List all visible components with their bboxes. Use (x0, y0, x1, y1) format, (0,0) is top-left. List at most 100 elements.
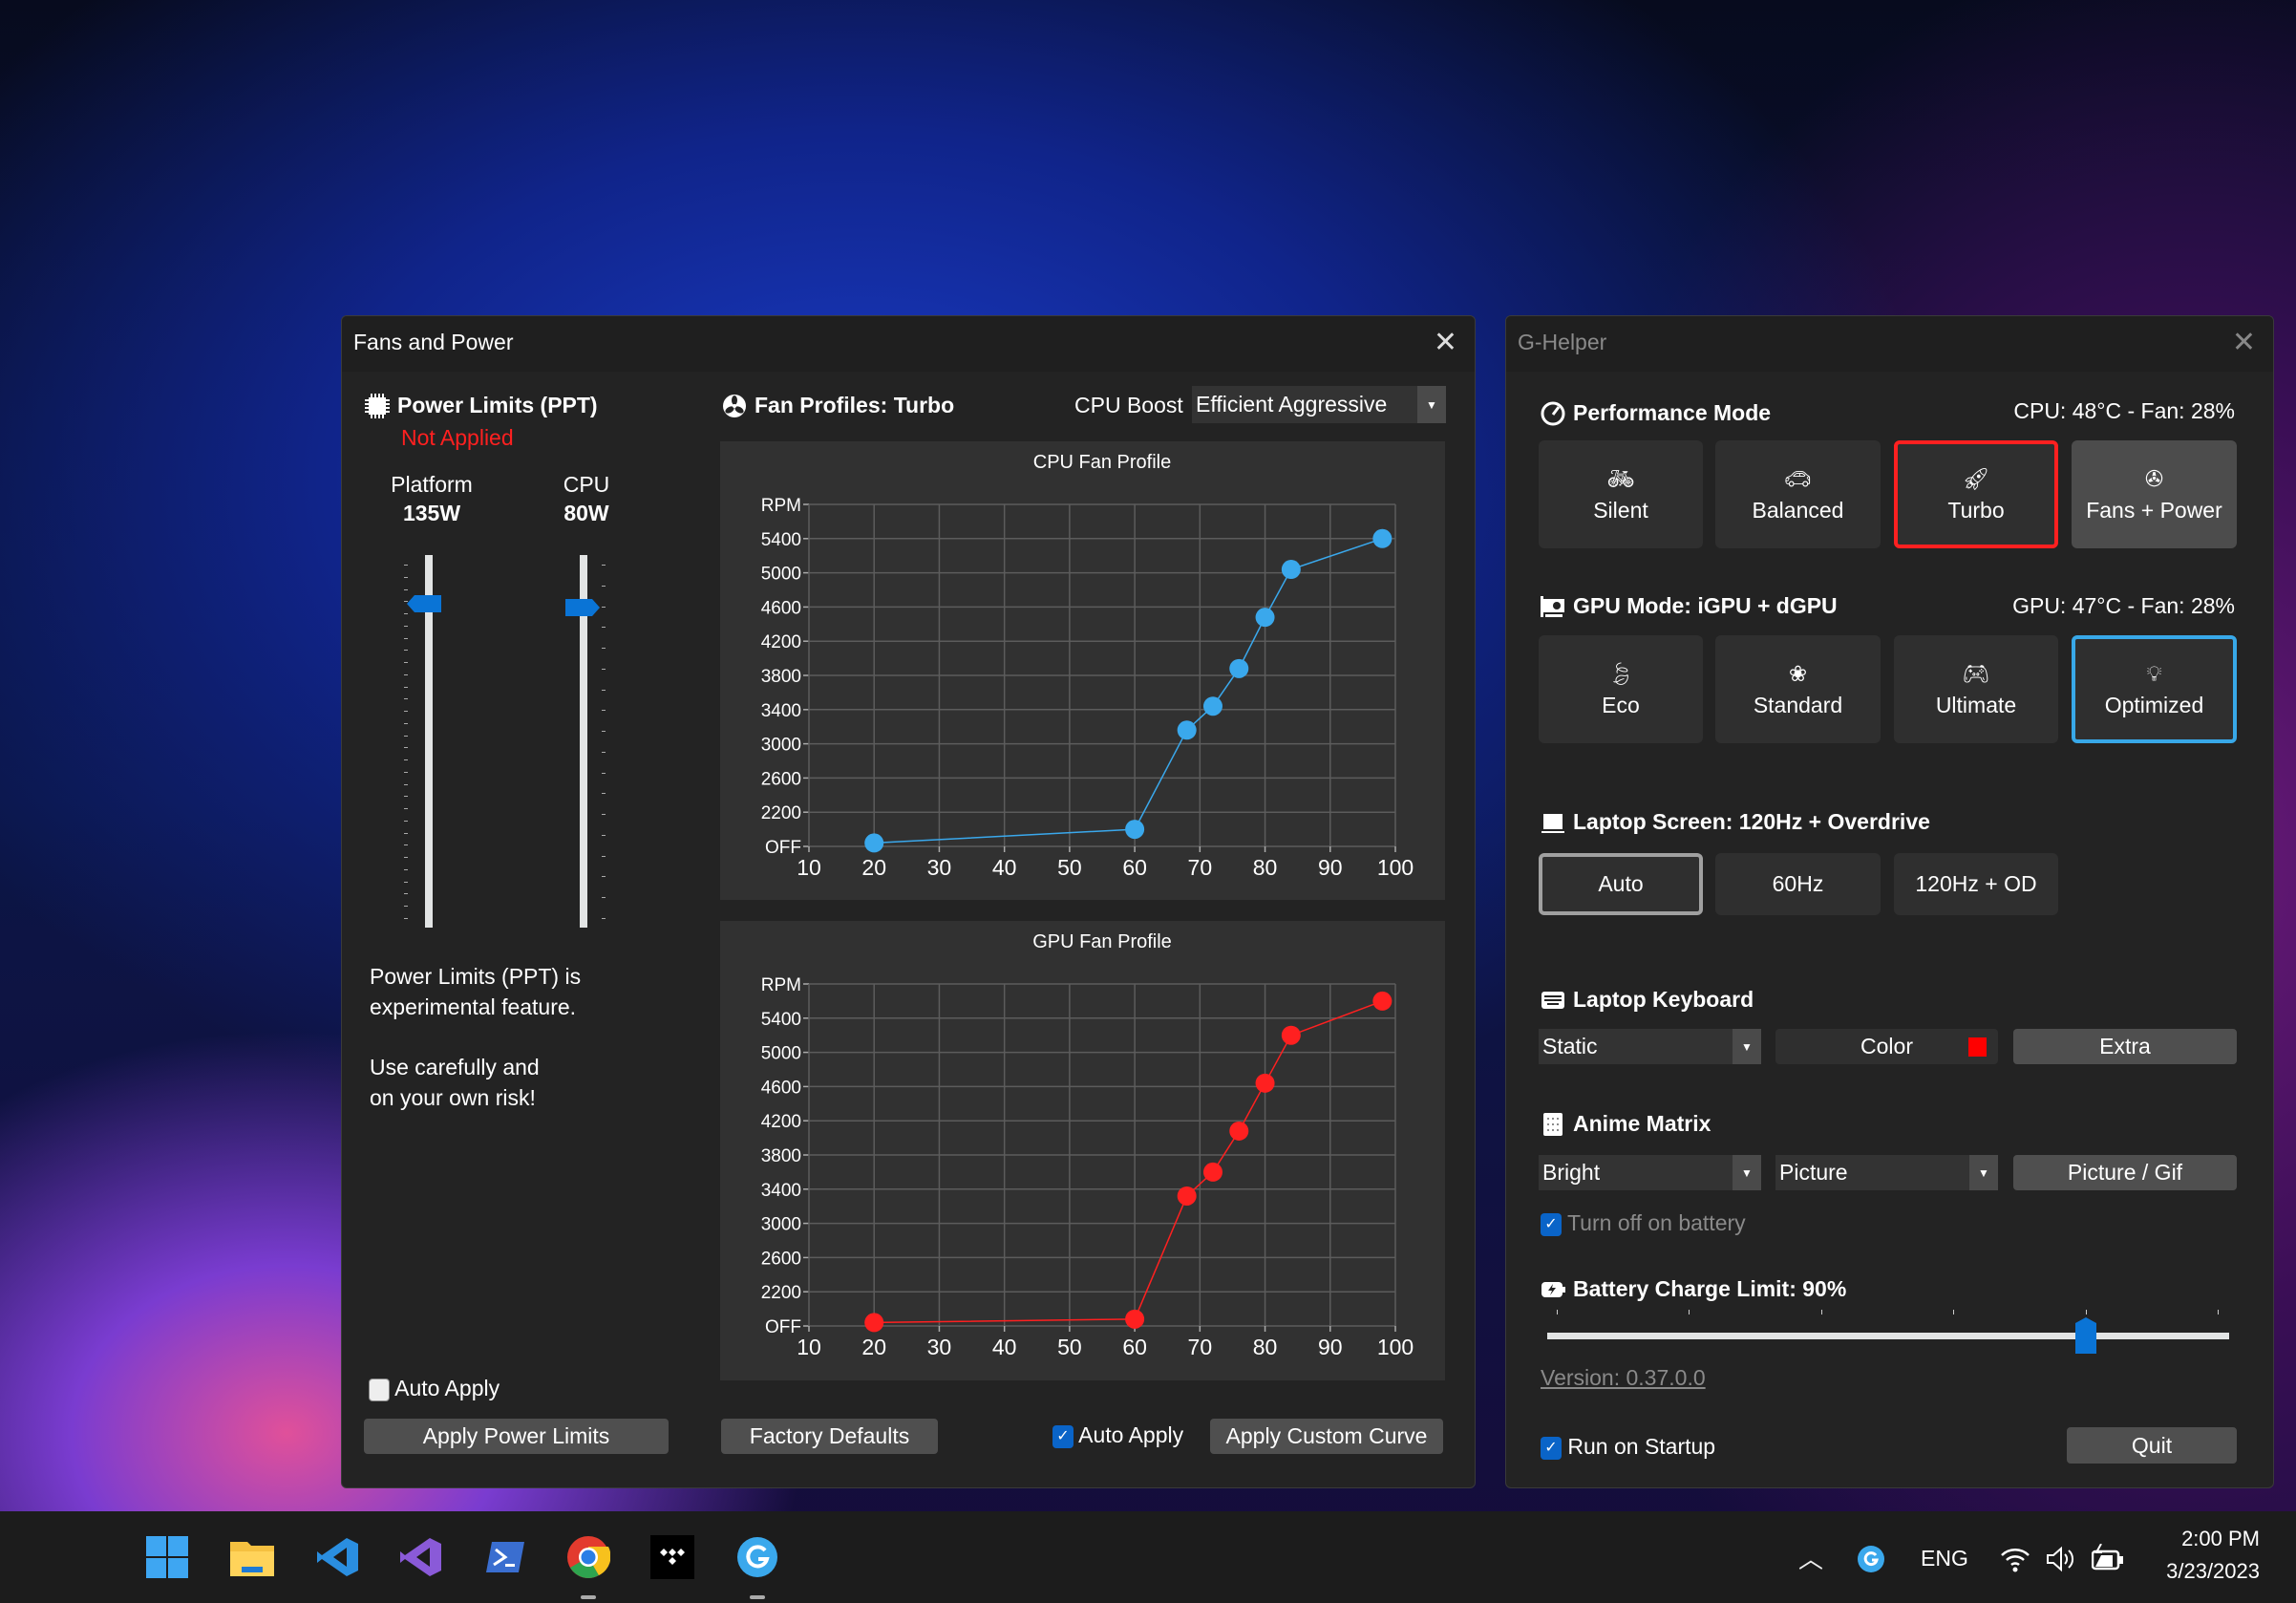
screen-120hz-od-button[interactable]: 120Hz + OD (1894, 853, 2058, 915)
terminal-icon[interactable] (482, 1534, 528, 1580)
slider-tick (404, 637, 408, 639)
slider-thumb[interactable] (407, 594, 449, 613)
battery-charge-slider[interactable] (1547, 1310, 2229, 1377)
vscode-icon[interactable] (314, 1534, 360, 1580)
keyboard-mode-dropdown[interactable]: Static ▼ (1539, 1029, 1761, 1064)
gpu-standard-button[interactable]: ❀ Standard (1715, 635, 1881, 743)
chevron-down-icon[interactable]: ▼ (1733, 1029, 1761, 1064)
quit-button[interactable]: Quit (2067, 1427, 2237, 1464)
data-point[interactable] (1229, 1121, 1249, 1141)
slider-tick (404, 857, 408, 859)
slider-track[interactable] (1547, 1333, 2229, 1339)
slider-thumb[interactable] (2075, 1317, 2097, 1356)
keyboard-icon (1541, 988, 1565, 1013)
visual-studio-icon[interactable] (397, 1534, 443, 1580)
x-tick-label: 60 (1122, 855, 1147, 880)
keyboard-color-button[interactable]: Color (1775, 1029, 1998, 1064)
windows-start-icon[interactable] (144, 1534, 190, 1580)
close-icon[interactable]: ✕ (1433, 327, 1457, 358)
chevron-down-icon[interactable]: ▼ (1733, 1155, 1761, 1190)
x-tick-label: 60 (1122, 1335, 1147, 1359)
ppt-note-line-2: experimental feature. (370, 994, 577, 1019)
slider-tick (602, 855, 606, 857)
gpu-optimized-button[interactable]: 💡︎ Optimized (2072, 635, 2237, 743)
data-point[interactable] (864, 833, 884, 853)
data-point[interactable] (1177, 1186, 1197, 1206)
gpu-fan-chart-svg[interactable]: GPU Fan Profile OFF 2200 2600 3000 3400 3800 42… (720, 921, 1445, 1380)
y-tick-label: RPM (761, 975, 801, 995)
gpu-fan-chart[interactable]: GPU Fan Profile OFF 2200 2600 3000 3400 3800 42… (720, 921, 1445, 1380)
volume-icon[interactable] (2046, 1546, 2076, 1577)
run-on-startup-checkbox[interactable]: ✓ Run on Startup (1541, 1434, 1715, 1460)
slider-track[interactable] (580, 555, 587, 928)
ghelper-tray-icon[interactable] (1858, 1546, 1884, 1577)
color-label: Color (1860, 1034, 1913, 1058)
power-auto-apply-checkbox[interactable]: Auto Apply (369, 1376, 500, 1401)
language-indicator[interactable]: ENG (1921, 1546, 1968, 1571)
screen-60hz-button[interactable]: 60Hz (1715, 853, 1881, 915)
apply-custom-curve-button[interactable]: Apply Custom Curve (1210, 1419, 1443, 1454)
data-point[interactable] (1372, 991, 1392, 1011)
tidal-icon[interactable] (649, 1534, 695, 1580)
cpu-power-slider[interactable] (554, 555, 621, 928)
clock-date[interactable]: 3/23/2023 (2166, 1559, 2260, 1583)
anime-brightness-dropdown[interactable]: Bright ▼ (1539, 1155, 1761, 1190)
chevron-down-icon[interactable]: ▼ (1417, 386, 1446, 423)
data-point[interactable] (1255, 1073, 1275, 1093)
data-point[interactable] (1202, 1162, 1222, 1182)
cpu-fan-chart[interactable]: CPU Fan Profile OFF 2200 2600 3000 3400 3800 42… (720, 441, 1445, 900)
mode-balanced-button[interactable]: 🚗︎ Balanced (1715, 440, 1881, 548)
checkmark-icon[interactable]: ✓ (1052, 1424, 1074, 1448)
slider-tick (404, 808, 408, 810)
ghelper-icon[interactable] (734, 1534, 780, 1580)
picture-gif-button[interactable]: Picture / Gif (2013, 1155, 2237, 1190)
gpu-ultimate-button[interactable]: 🎮︎ Ultimate (1894, 635, 2058, 743)
gpu-eco-button[interactable]: 🍃︎ Eco (1539, 635, 1703, 743)
y-tick-label: 2200 (761, 803, 801, 823)
mode-silent-button[interactable]: 🚲︎ Silent (1539, 440, 1703, 548)
turn-off-on-battery-checkbox[interactable]: ✓ Turn off on battery (1541, 1210, 1746, 1236)
chrome-icon[interactable] (565, 1534, 611, 1580)
slider-thumb[interactable] (565, 598, 607, 617)
data-point[interactable] (1202, 696, 1222, 716)
mode-label: Ultimate (1935, 692, 2017, 717)
data-point[interactable] (864, 1313, 884, 1333)
battery-charge-heading: Battery Charge Limit: 90% (1541, 1276, 1846, 1302)
apply-power-limits-button[interactable]: Apply Power Limits (364, 1419, 669, 1454)
keyboard-extra-button[interactable]: Extra (2013, 1029, 2237, 1064)
clock-time[interactable]: 2:00 PM (2181, 1527, 2260, 1550)
fan-auto-apply-checkbox[interactable]: ✓ Auto Apply (1052, 1422, 1183, 1448)
data-point[interactable] (1125, 820, 1145, 840)
chevron-down-icon[interactable]: ▼ (1969, 1155, 1998, 1190)
data-point[interactable] (1125, 1309, 1145, 1329)
data-point[interactable] (1255, 608, 1275, 628)
close-icon[interactable]: ✕ (2231, 327, 2256, 358)
anime-mode-dropdown[interactable]: Picture ▼ (1775, 1155, 1998, 1190)
data-point[interactable] (1177, 720, 1197, 740)
bicycle-icon: 🚲︎ (1606, 465, 1635, 491)
gamepad-icon: 🎮︎ (1962, 660, 1990, 686)
version-link[interactable]: Version: 0.37.0.0 (1541, 1365, 1706, 1390)
data-point[interactable] (1281, 560, 1301, 580)
checkbox-unchecked-icon[interactable] (369, 1378, 390, 1401)
laptop-keyboard-title: Laptop Keyboard (1573, 987, 1754, 1012)
platform-power-slider[interactable] (399, 555, 466, 928)
battery-icon[interactable] (2091, 1543, 2124, 1577)
data-point[interactable] (1229, 658, 1249, 678)
checkmark-icon[interactable]: ✓ (1541, 1212, 1562, 1236)
cpu-boost-dropdown[interactable]: Efficient Aggressive ▼ (1192, 386, 1446, 423)
mode-label: Silent (1593, 497, 1648, 523)
data-point[interactable] (1281, 1025, 1301, 1045)
factory-defaults-button[interactable]: Factory Defaults (721, 1419, 938, 1454)
file-explorer-icon[interactable] (229, 1534, 275, 1580)
checkmark-icon[interactable]: ✓ (1541, 1436, 1562, 1460)
slider-track[interactable] (425, 555, 433, 928)
mode-fans-power-button[interactable]: ✇ Fans + Power (2072, 440, 2237, 548)
chevron-up-icon[interactable]: ︿ (1798, 1545, 1824, 1573)
screen-auto-button[interactable]: Auto (1539, 853, 1703, 915)
mode-turbo-button[interactable]: 🚀︎ Turbo (1894, 440, 2058, 548)
window-title: G-Helper (1518, 330, 1607, 354)
cpu-fan-chart-svg[interactable]: CPU Fan Profile OFF 2200 2600 3000 3400 3800 42… (720, 441, 1445, 900)
wifi-icon[interactable] (2000, 1546, 2030, 1577)
data-point[interactable] (1372, 528, 1392, 548)
